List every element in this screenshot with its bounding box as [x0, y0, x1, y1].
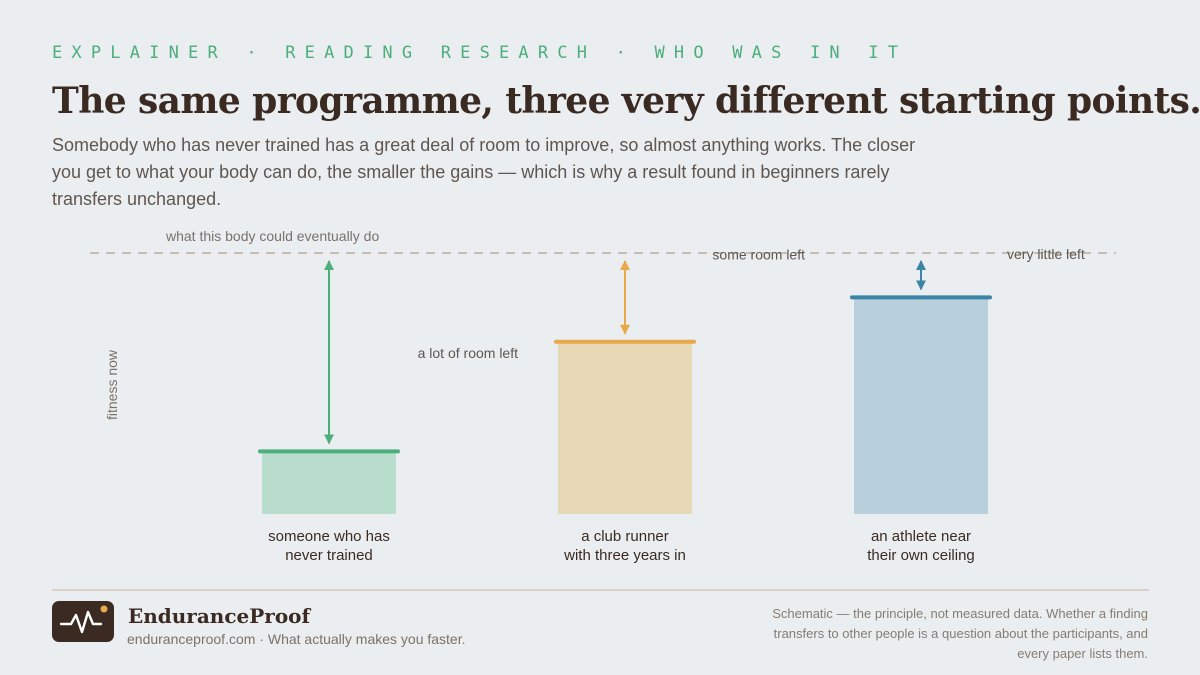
category-label-1: someone who has never trained [268, 528, 390, 564]
gap-label-3: very little left [1007, 246, 1085, 262]
eyebrow-label: EXPLAINER · READING RESEARCH · WHO WAS I… [52, 43, 908, 63]
bar-group: a lot of room left someone who has never t… [258, 246, 1085, 564]
category-label-2: a club runner with three years in [563, 528, 686, 564]
footer-divider [52, 589, 1149, 591]
footnote: Schematic — the principle, not measured … [772, 606, 1148, 661]
brand-name: EnduranceProof [128, 604, 311, 628]
bar-2 [558, 341, 692, 514]
logo [52, 601, 114, 642]
page-title: The same programme, three very different… [52, 80, 1200, 122]
y-axis-label: fitness now [104, 349, 120, 420]
starting-points-chart: what this body could eventually do fitne… [90, 228, 1116, 564]
gap-label-2: some room left [712, 246, 805, 262]
category-label-3: an athlete near their own ceiling [867, 528, 975, 564]
gap-label-1: a lot of room left [418, 345, 518, 361]
page-subtitle: Somebody who has never trained has a gre… [52, 135, 916, 209]
bar-1 [262, 451, 396, 514]
brand-tagline: enduranceproof.com · What actually makes… [127, 631, 466, 647]
heartbeat-icon [59, 605, 108, 634]
ceiling-label: what this body could eventually do [165, 228, 379, 244]
bar-3 [854, 297, 988, 514]
